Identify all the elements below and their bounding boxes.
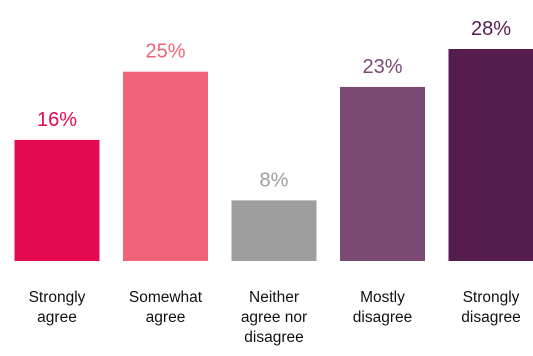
- category-label-3-line-0: Mostly: [360, 289, 405, 306]
- bar-0: [14, 139, 100, 261]
- value-label-1: 25%: [145, 41, 185, 63]
- bars-layer: [14, 49, 533, 262]
- bar-3: [340, 86, 425, 262]
- value-label-0: 16%: [37, 109, 77, 131]
- category-label-2: Neither agree nor disagree: [241, 289, 307, 346]
- bar-4: [448, 49, 533, 261]
- category-label-3-line-1: disagree: [353, 309, 412, 326]
- value-label-3: 23%: [362, 56, 402, 78]
- category-label-4: Strongly disagree: [461, 289, 520, 326]
- bar-1: [123, 71, 208, 261]
- value-label-4: 28%: [471, 18, 511, 40]
- category-label-0: Strongly agree: [29, 289, 86, 326]
- category-labels-layer: Strongly agree Somewhat agree Neither agree n…: [29, 289, 521, 346]
- category-label-1-line-0: Somewhat: [129, 289, 203, 306]
- category-label-0-line-0: Strongly: [29, 289, 86, 306]
- value-labels-layer: 16% 25% 8% 23% 28%: [37, 18, 511, 191]
- category-label-2-line-2: disagree: [244, 329, 303, 346]
- category-label-3: Mostly disagree: [353, 289, 412, 326]
- category-label-2-line-0: Neither: [249, 289, 299, 306]
- category-label-4-line-0: Strongly: [463, 289, 520, 306]
- value-label-2: 8%: [260, 169, 289, 191]
- bar-2: [231, 200, 317, 261]
- category-label-0-line-1: agree: [37, 309, 77, 326]
- category-label-4-line-1: disagree: [461, 309, 520, 326]
- category-label-2-line-1: agree nor: [241, 309, 307, 326]
- category-label-1: Somewhat agree: [129, 289, 203, 326]
- category-label-1-line-1: agree: [146, 309, 186, 326]
